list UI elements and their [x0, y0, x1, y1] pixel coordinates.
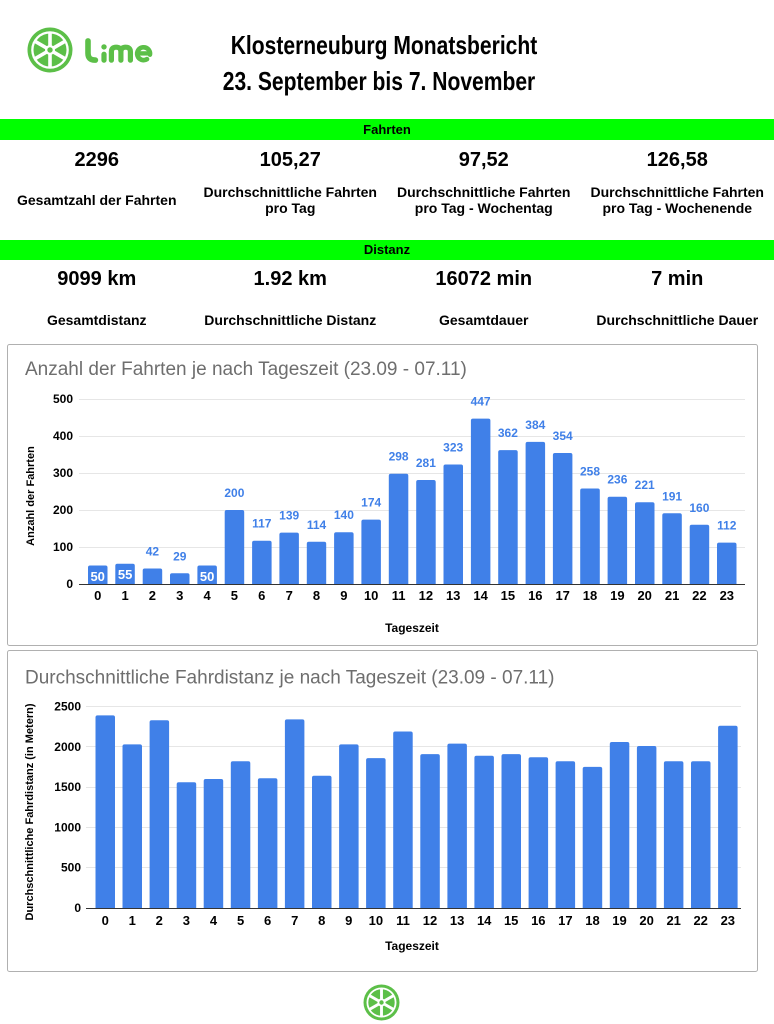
svg-text:4: 4: [203, 588, 211, 603]
svg-text:10: 10: [364, 588, 378, 603]
svg-text:8: 8: [318, 913, 325, 928]
svg-text:19: 19: [612, 913, 626, 928]
svg-text:17: 17: [558, 913, 572, 928]
svg-text:14: 14: [473, 588, 488, 603]
svg-text:362: 362: [498, 426, 518, 440]
svg-text:18: 18: [585, 913, 599, 928]
svg-text:114: 114: [307, 518, 327, 532]
svg-text:20: 20: [639, 913, 653, 928]
svg-text:21: 21: [665, 588, 679, 603]
svg-text:5: 5: [237, 913, 244, 928]
svg-text:17: 17: [555, 588, 569, 603]
svg-text:Tageszeit: Tageszeit: [385, 939, 439, 953]
svg-text:13: 13: [450, 913, 464, 928]
svg-text:6: 6: [264, 913, 271, 928]
svg-text:1: 1: [121, 588, 128, 603]
svg-text:2000: 2000: [54, 740, 81, 754]
svg-text:15: 15: [501, 588, 515, 603]
svg-text:7: 7: [291, 913, 298, 928]
svg-text:174: 174: [361, 496, 381, 510]
svg-text:160: 160: [689, 501, 709, 515]
svg-text:Durchschnittliche Fahrdistanz: Durchschnittliche Fahrdistanz (in Metern…: [24, 703, 36, 920]
svg-text:281: 281: [416, 456, 436, 470]
svg-text:Durchschnittliche Fahrdistanz: Durchschnittliche Fahrdistanz je nach Ta…: [25, 668, 554, 689]
svg-text:12: 12: [423, 913, 437, 928]
svg-text:1000: 1000: [54, 820, 81, 834]
svg-text:0: 0: [74, 901, 81, 915]
svg-text:117: 117: [252, 517, 272, 531]
svg-text:11: 11: [396, 913, 410, 928]
svg-text:5: 5: [231, 588, 238, 603]
svg-text:400: 400: [53, 429, 73, 443]
svg-text:23: 23: [721, 913, 735, 928]
svg-text:Tageszeit: Tageszeit: [385, 621, 439, 635]
svg-text:16: 16: [531, 913, 545, 928]
svg-text:0: 0: [94, 588, 101, 603]
svg-text:20: 20: [637, 588, 651, 603]
svg-text:1500: 1500: [54, 780, 81, 794]
svg-text:200: 200: [53, 503, 73, 517]
svg-text:1: 1: [129, 913, 136, 928]
svg-text:9: 9: [340, 588, 347, 603]
svg-text:191: 191: [662, 489, 682, 503]
svg-text:354: 354: [553, 429, 573, 443]
svg-text:50: 50: [90, 569, 104, 584]
svg-text:22: 22: [693, 913, 707, 928]
svg-text:16: 16: [528, 588, 542, 603]
svg-text:447: 447: [471, 395, 491, 409]
svg-text:Anzahl der Fahrten: Anzahl der Fahrten: [25, 446, 37, 546]
svg-text:3: 3: [183, 913, 190, 928]
svg-text:14: 14: [477, 913, 492, 928]
svg-text:2: 2: [149, 588, 156, 603]
svg-text:13: 13: [446, 588, 460, 603]
svg-text:258: 258: [580, 465, 600, 479]
svg-text:200: 200: [224, 486, 244, 500]
svg-text:236: 236: [607, 473, 627, 487]
svg-text:29: 29: [173, 549, 187, 563]
svg-text:50: 50: [200, 569, 214, 584]
svg-text:300: 300: [53, 466, 73, 480]
svg-text:112: 112: [717, 519, 737, 533]
svg-text:21: 21: [666, 913, 680, 928]
svg-text:11: 11: [392, 588, 406, 603]
svg-text:323: 323: [443, 441, 463, 455]
svg-text:19: 19: [610, 588, 624, 603]
svg-text:6: 6: [258, 588, 265, 603]
svg-text:500: 500: [53, 392, 73, 406]
svg-text:2: 2: [156, 913, 163, 928]
svg-text:42: 42: [146, 545, 160, 559]
svg-text:7: 7: [286, 588, 293, 603]
svg-text:384: 384: [525, 418, 545, 432]
svg-text:22: 22: [692, 588, 706, 603]
svg-text:Anzahl der Fahrten je nach Tag: Anzahl der Fahrten je nach Tageszeit (23…: [25, 359, 467, 380]
svg-text:18: 18: [583, 588, 597, 603]
svg-text:139: 139: [279, 509, 299, 523]
svg-text:12: 12: [419, 588, 433, 603]
svg-text:4: 4: [210, 913, 218, 928]
svg-text:3: 3: [176, 588, 183, 603]
svg-text:100: 100: [53, 540, 73, 554]
svg-text:500: 500: [61, 861, 81, 875]
svg-text:10: 10: [369, 913, 383, 928]
svg-text:0: 0: [102, 913, 109, 928]
svg-text:15: 15: [504, 913, 518, 928]
svg-text:23: 23: [720, 588, 734, 603]
svg-text:0: 0: [66, 577, 73, 591]
svg-text:9: 9: [345, 913, 352, 928]
svg-text:140: 140: [334, 508, 354, 522]
svg-text:221: 221: [635, 478, 655, 492]
svg-text:55: 55: [118, 567, 132, 582]
svg-text:298: 298: [389, 450, 409, 464]
svg-text:8: 8: [313, 588, 320, 603]
svg-text:2500: 2500: [54, 700, 81, 714]
